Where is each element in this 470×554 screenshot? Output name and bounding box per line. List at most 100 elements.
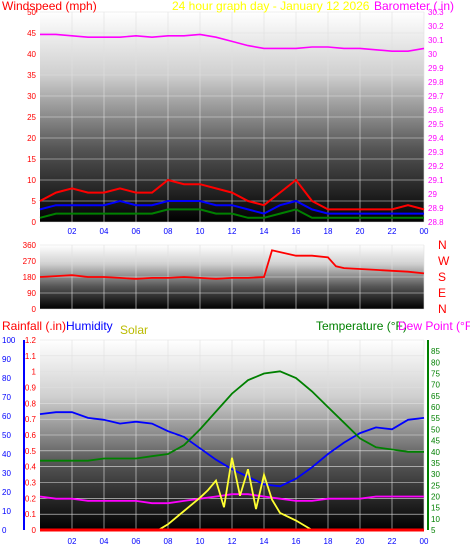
temperature-tick-label: 75 (431, 370, 440, 379)
barometer-tick-label: 29.3 (428, 148, 444, 157)
rainfall-tick-label: 1.1 (25, 352, 37, 361)
x-tick-label: 16 (292, 537, 301, 546)
rainfall-tick-label: 0.9 (25, 384, 37, 393)
temperature-tick-label: 85 (431, 347, 440, 356)
x-tick-label: 22 (388, 537, 397, 546)
humidity-tick-label: 70 (2, 393, 11, 402)
compass-label: W (438, 254, 450, 268)
windspeed-tick-label: 20 (27, 134, 36, 143)
x-tick-label: 08 (164, 227, 173, 236)
windspeed-tick-label: 0 (32, 218, 37, 227)
rainfall-axis-label: Rainfall (.in) (2, 319, 66, 333)
solar-axis-label: Solar (120, 323, 148, 337)
windspeed-tick-label: 10 (27, 176, 36, 185)
x-tick-label: 06 (132, 227, 141, 236)
rainfall-tick-label: 0.1 (25, 510, 37, 519)
rainfall-tick-label: 0.3 (25, 479, 37, 488)
series-line-barometer (40, 33, 425, 52)
barometer-tick-label: 29.7 (428, 92, 444, 101)
barometer-tick-label: 29 (428, 190, 437, 199)
barometer-tick-label: 29.9 (428, 64, 444, 73)
rainfall-tick-label: 0.7 (25, 415, 37, 424)
series-line-temperature (40, 370, 424, 462)
x-tick-label: 20 (356, 227, 365, 236)
series-line-wind-direction (39, 249, 425, 280)
barometer-tick-label: 30.2 (428, 22, 444, 31)
x-tick-label: 10 (196, 537, 205, 546)
barometer-tick-label: 29.4 (428, 134, 444, 143)
direction-tick-label: 90 (27, 289, 36, 298)
compass-label: N (438, 238, 447, 252)
windspeed-tick-label: 30 (27, 92, 36, 101)
temperature-tick-label: 35 (431, 459, 440, 468)
windspeed-tick-label: 35 (27, 71, 36, 80)
windspeed-tick-label: 50 (27, 8, 36, 17)
humidity-tick-label: 80 (2, 374, 11, 383)
x-tick-label: 14 (260, 227, 269, 236)
x-tick-label: 00 (420, 537, 429, 546)
barometer-axis-label: Barometer (.in) (374, 0, 454, 13)
x-tick-label: 12 (228, 537, 237, 546)
x-tick-label: 04 (100, 227, 109, 236)
humidity-tick-label: 40 (2, 450, 11, 459)
x-tick-label: 06 (132, 537, 141, 546)
compass-label: S (438, 270, 446, 284)
x-tick-label: 12 (228, 227, 237, 236)
compass-label: E (438, 286, 446, 300)
barometer-tick-label: 30.1 (428, 36, 444, 45)
barometer-tick-label: 28.9 (428, 204, 444, 213)
humidity-tick-label: 60 (2, 412, 11, 421)
temperature-tick-label: 60 (431, 403, 440, 412)
x-tick-label: 18 (324, 537, 333, 546)
humidity-axis-label: Humidity (66, 319, 113, 333)
series-line-solar (40, 457, 424, 531)
humidity-tick-label: 20 (2, 488, 11, 497)
rainfall-tick-label: 0.4 (25, 463, 37, 472)
temperature-axis-label: Temperature (°F) (316, 319, 407, 333)
temperature-tick-label: 30 (431, 470, 440, 479)
x-tick-label: 08 (164, 537, 173, 546)
x-tick-label: 22 (388, 227, 397, 236)
windspeed-tick-label: 15 (27, 155, 36, 164)
temperature-tick-label: 45 (431, 437, 440, 446)
x-tick-label: 16 (292, 227, 301, 236)
x-tick-label: 18 (324, 227, 333, 236)
dewpoint-axis-label: Dew Point (°F) (398, 319, 470, 333)
barometer-tick-label: 29.8 (428, 78, 444, 87)
windspeed-tick-label: 45 (27, 29, 36, 38)
temperature-tick-label: 10 (431, 515, 440, 524)
rainfall-tick-label: 0.8 (25, 399, 37, 408)
barometer-tick-label: 30.3 (428, 8, 444, 17)
barometer-tick-label: 29.5 (428, 120, 444, 129)
temperature-tick-label: 5 (431, 526, 436, 535)
x-tick-label: 02 (68, 537, 77, 546)
direction-tick-label: 180 (23, 273, 37, 282)
x-tick-label: 04 (100, 537, 109, 546)
barometer-tick-label: 29.1 (428, 176, 444, 185)
rainfall-tick-label: 1.2 (25, 336, 37, 345)
x-tick-label: 00 (420, 227, 429, 236)
temperature-tick-label: 80 (431, 358, 440, 367)
temperature-tick-label: 50 (431, 425, 440, 434)
x-tick-label: 20 (356, 537, 365, 546)
temperature-tick-label: 20 (431, 492, 440, 501)
direction-tick-label: 0 (32, 305, 37, 314)
temperature-tick-label: 15 (431, 504, 440, 513)
x-tick-label: 02 (68, 227, 77, 236)
direction-tick-label: 270 (23, 257, 37, 266)
windspeed-tick-label: 40 (27, 50, 36, 59)
temperature-tick-label: 55 (431, 414, 440, 423)
temperature-tick-label: 25 (431, 481, 440, 490)
x-tick-label: 10 (196, 227, 205, 236)
rainfall-tick-label: 0.6 (25, 431, 37, 440)
barometer-tick-label: 29.6 (428, 106, 444, 115)
humidity-tick-label: 90 (2, 355, 11, 364)
humidity-tick-label: 100 (2, 336, 16, 345)
x-tick-label: 14 (260, 537, 269, 546)
temperature-tick-label: 70 (431, 381, 440, 390)
rainfall-tick-label: 0 (32, 526, 37, 535)
humidity-tick-label: 50 (2, 431, 11, 440)
rainfall-tick-label: 0.5 (25, 447, 37, 456)
series-line-wind-average (39, 199, 424, 215)
